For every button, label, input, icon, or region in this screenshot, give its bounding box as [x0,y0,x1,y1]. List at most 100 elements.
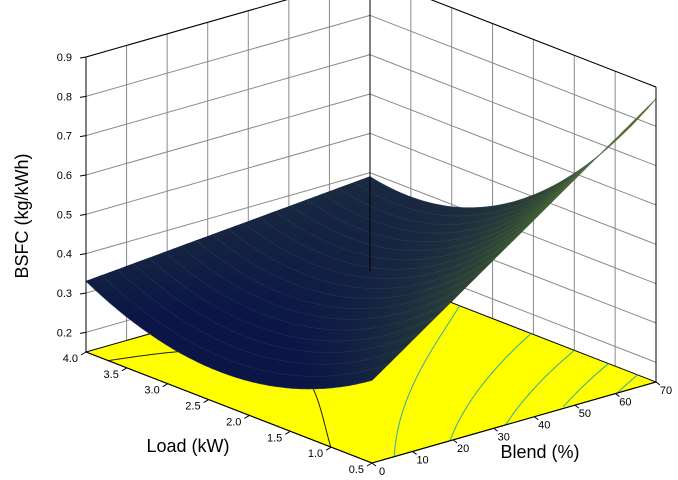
contour-segment [632,376,636,380]
contour-segment [413,380,416,384]
contour-segment [480,384,483,388]
y-tick-mark [121,367,128,372]
contour-segment [518,343,521,346]
y-tick-label: 2.0 [226,416,241,428]
contour-segment [577,389,580,392]
contour-segment [458,418,461,421]
contour-segment [547,372,550,375]
contour-segment [400,413,403,417]
contour-segment [316,398,319,401]
contour-segment [314,392,317,396]
contour-segment [511,348,515,352]
contour-segment [567,400,570,403]
contour-segment [521,400,524,404]
contour-segment [491,370,495,373]
contour-segment [568,399,571,401]
contour-segment [441,331,444,335]
contour-segment [450,436,452,440]
x-tick-label: 50 [579,408,591,420]
contour-segment [451,433,454,437]
contour-segment [520,339,525,343]
contour-segment [324,425,327,429]
z-tick-mark [79,253,87,256]
contour-segment [411,386,413,388]
contour-segment [452,314,455,317]
x-tick-label: 40 [538,420,550,432]
x-tick-mark [412,451,417,455]
contour-segment [436,338,439,342]
contour-segment [119,357,127,360]
contour-segment [583,383,587,387]
contour-segment [420,367,423,369]
contour-segment [554,365,558,369]
surface-mesh-line [243,222,530,280]
contour-segment [552,367,555,371]
frame-edge [85,0,288,58]
y-tick-label: 2.5 [185,401,200,413]
contour-segment [509,352,512,355]
contour-segment [456,308,459,311]
contour-segment [535,383,539,387]
contour-segment [169,351,176,353]
contour-segment [418,369,421,373]
contour-segment [571,395,574,398]
surface-mesh-line [85,280,373,390]
contour-segment [561,360,563,362]
contour-segment [483,381,485,384]
contour-segment [483,379,487,383]
contour-segment [540,379,544,383]
contour-segment [580,386,583,389]
contour-segment [600,367,604,371]
contour-segment [454,310,457,314]
contour-segment [556,364,558,367]
contour-segment [529,391,532,394]
contour-segment [471,396,474,400]
tick-labels: 0.2 0.3 0.4 0.5 0.6 0.7 0.8 0.9 0.5 1.0 1.5 2.0 2.5 3… [57,52,672,478]
contour-segment [443,328,446,331]
contour-segment [515,408,518,411]
grid-line [369,132,657,245]
contour-segment [402,408,404,412]
y-tick-label: 3.5 [104,369,119,381]
contour-segment [576,391,579,393]
contour-segment [434,341,438,345]
y-tick-mark [366,462,373,467]
contour-segment [467,402,470,405]
contour-segment [414,377,417,381]
contour-segment [444,325,448,330]
contour-segment [496,365,499,369]
z-tick-mark [79,213,87,216]
contour-segment [565,401,569,405]
surface-mesh-line [212,234,499,299]
x-tick-mark [655,381,661,386]
contour-segment [451,315,454,319]
y-tick-mark [244,414,250,419]
x-tick-mark [452,439,458,444]
surface-mesh-line [117,269,404,365]
contour-segment [527,393,530,397]
contour-segment [326,433,329,437]
contour-segment [125,356,133,359]
x-tick-label: 30 [498,431,510,443]
contour-segment [519,402,522,405]
grid-line [85,0,288,58]
contour-segment [513,410,517,414]
surface-mesh-line [338,129,625,225]
contour-segment [510,351,513,354]
contour-segment [485,378,488,381]
z-tick-label: 0.8 [57,91,72,103]
contour-segment [472,394,475,398]
y-tick-mark [80,351,87,356]
contour-segment [493,367,497,371]
surface-mesh-line [306,161,594,243]
contour-segment [509,416,512,419]
y-tick-label: 3.0 [144,385,159,397]
contour-segment [619,388,623,391]
surface-mesh-line [164,251,452,331]
contour-segment [323,421,326,426]
contour-segment [449,318,452,322]
contour-segment [516,344,520,348]
contour-segment [568,352,573,356]
surface-mesh-line [259,208,546,270]
contour-segment [456,422,459,426]
